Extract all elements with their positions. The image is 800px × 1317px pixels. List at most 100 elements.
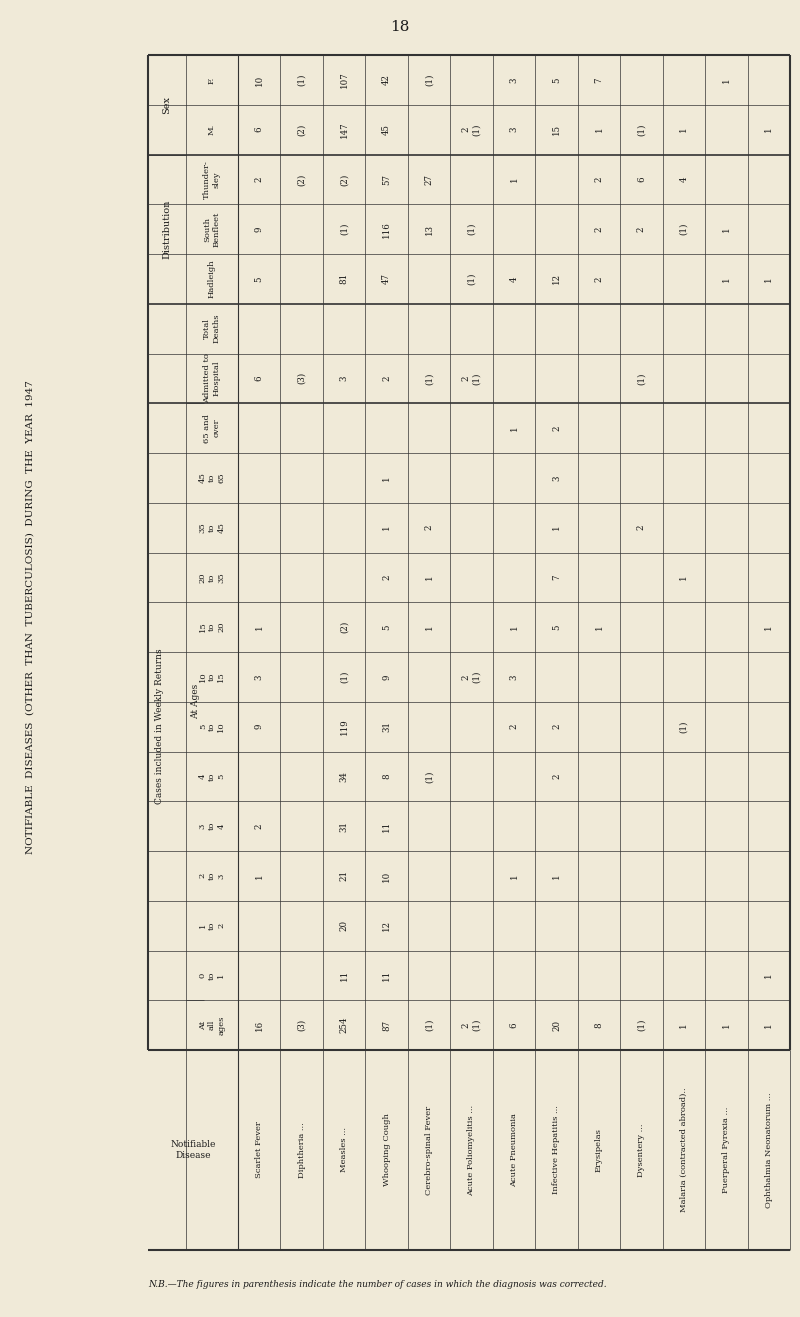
Text: 1: 1	[510, 176, 518, 182]
Text: (1): (1)	[340, 670, 349, 684]
Text: Cases included in Weekly Returns: Cases included in Weekly Returns	[155, 649, 165, 805]
Text: 34: 34	[340, 770, 349, 782]
Text: 1: 1	[552, 524, 561, 531]
Text: 2: 2	[594, 176, 603, 182]
Text: 31: 31	[340, 820, 349, 831]
Text: Erysipelas: Erysipelas	[595, 1129, 603, 1172]
Text: 1: 1	[425, 574, 434, 581]
Text: (1): (1)	[340, 223, 349, 236]
Text: 2: 2	[594, 227, 603, 232]
Text: (1): (1)	[467, 273, 476, 284]
Text: 2
(1): 2 (1)	[462, 670, 482, 684]
Text: 1: 1	[722, 227, 731, 232]
Text: 27: 27	[425, 174, 434, 184]
Text: 1: 1	[254, 873, 264, 878]
Text: 16: 16	[254, 1019, 264, 1031]
Text: 7: 7	[594, 78, 603, 83]
Text: 2
(1): 2 (1)	[462, 373, 482, 385]
Text: 1: 1	[722, 277, 731, 282]
Text: 6: 6	[254, 126, 264, 133]
Text: (2): (2)	[340, 174, 349, 186]
Text: 8: 8	[594, 1022, 603, 1029]
Text: 8: 8	[382, 773, 391, 780]
Text: (2): (2)	[340, 620, 349, 633]
Bar	[148, 55, 790, 1050]
Text: Hadleigh: Hadleigh	[208, 259, 216, 298]
Text: 5: 5	[552, 624, 561, 630]
Text: Diphtheria ...: Diphtheria ...	[298, 1122, 306, 1177]
Text: (1): (1)	[467, 223, 476, 236]
Text: 20: 20	[552, 1019, 561, 1031]
Text: 47: 47	[382, 274, 391, 284]
Text: 4
to
5: 4 to 5	[199, 772, 226, 781]
Text: 11: 11	[382, 820, 391, 832]
Text: NOTIFIABLE  DISEASES  (OTHER  THAN  TUBERCULOSIS)  DURING  THE  YEAR  1947: NOTIFIABLE DISEASES (OTHER THAN TUBERCUL…	[26, 381, 34, 853]
Text: F.: F.	[208, 76, 216, 83]
Text: 3: 3	[510, 78, 518, 83]
Text: (3): (3)	[297, 373, 306, 385]
Text: Distribution: Distribution	[162, 199, 171, 259]
Text: Malaria (contracted abroad)..: Malaria (contracted abroad)..	[680, 1088, 688, 1213]
Text: 45
to
65: 45 to 65	[199, 473, 226, 483]
Text: Acute Pneumonia: Acute Pneumonia	[510, 1113, 518, 1187]
Text: 21: 21	[340, 871, 349, 881]
Text: (3): (3)	[297, 1019, 306, 1031]
Text: 2: 2	[552, 724, 561, 730]
Text: 11: 11	[340, 969, 349, 981]
Text: N.B.—The figures in parenthesis indicate the number of cases in which the diagno: N.B.—The figures in parenthesis indicate…	[148, 1280, 606, 1289]
Text: 2: 2	[510, 724, 518, 730]
Text: 2: 2	[594, 277, 603, 282]
Text: 1: 1	[679, 1022, 688, 1029]
Text: 1
to
2: 1 to 2	[199, 922, 226, 930]
Text: 13: 13	[425, 224, 434, 234]
Text: 81: 81	[340, 273, 349, 284]
Text: 3: 3	[510, 674, 518, 680]
Text: 12: 12	[382, 921, 391, 931]
Text: 5
to
10: 5 to 10	[199, 722, 226, 732]
Text: At
all
ages: At all ages	[199, 1015, 226, 1035]
Text: Puerperal Pyrexia ...: Puerperal Pyrexia ...	[722, 1106, 730, 1193]
Text: 1: 1	[425, 624, 434, 630]
Text: 15: 15	[552, 124, 561, 136]
Text: 2: 2	[382, 574, 391, 579]
Text: 4: 4	[510, 277, 518, 282]
Text: (1): (1)	[679, 720, 688, 732]
Text: 254: 254	[340, 1017, 349, 1034]
Text: 10: 10	[254, 74, 264, 86]
Text: (1): (1)	[637, 124, 646, 136]
Text: Measles ...: Measles ...	[340, 1127, 348, 1172]
Text: 2
(1): 2 (1)	[462, 1019, 482, 1031]
Text: 6: 6	[637, 176, 646, 182]
Text: 42: 42	[382, 74, 391, 86]
Text: 9: 9	[382, 674, 391, 680]
Text: 5: 5	[254, 277, 264, 282]
Text: (1): (1)	[425, 74, 434, 86]
Text: Sex: Sex	[162, 96, 171, 113]
Text: 1: 1	[764, 126, 774, 133]
Text: 9: 9	[254, 227, 264, 232]
Text: 87: 87	[382, 1019, 391, 1031]
Text: 1: 1	[510, 873, 518, 878]
Text: 3: 3	[510, 126, 518, 132]
Text: 2: 2	[254, 823, 264, 828]
Text: (1): (1)	[425, 770, 434, 782]
Text: Whooping Cough: Whooping Cough	[382, 1114, 390, 1187]
Text: 2
to
3: 2 to 3	[199, 872, 226, 880]
Text: 6: 6	[510, 1022, 518, 1027]
Text: (2): (2)	[297, 124, 306, 136]
Text: Infective Hepatitis ...: Infective Hepatitis ...	[553, 1105, 561, 1195]
Text: 35
to
45: 35 to 45	[199, 522, 226, 533]
Text: 1: 1	[722, 78, 731, 83]
Text: (1): (1)	[637, 373, 646, 385]
Text: (1): (1)	[425, 373, 434, 385]
Text: 3
to
4: 3 to 4	[199, 822, 226, 830]
Text: 116: 116	[382, 221, 391, 237]
Text: 2: 2	[637, 227, 646, 232]
Text: 1: 1	[764, 1022, 774, 1029]
Text: 1: 1	[722, 1022, 731, 1029]
Text: 65 and
over: 65 and over	[203, 414, 221, 443]
Text: (2): (2)	[297, 174, 306, 186]
Text: (1): (1)	[637, 1019, 646, 1031]
Text: 6: 6	[254, 375, 264, 381]
Text: At Ages: At Ages	[191, 684, 201, 719]
